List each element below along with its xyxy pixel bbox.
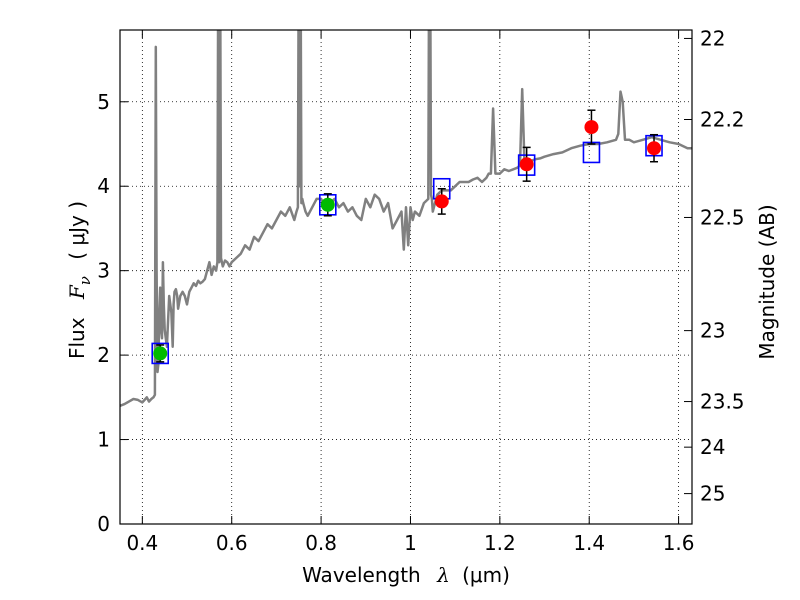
y-tick-label: 1 xyxy=(97,428,110,452)
model-band-square xyxy=(151,342,170,365)
x-tick-label: 1.2 xyxy=(484,531,516,555)
x-axis-label-text: Wavelength xyxy=(302,563,421,587)
x-axis-label: Wavelength λ (μm) xyxy=(302,563,510,587)
observed-nir-point xyxy=(647,141,662,156)
x-tick-label: 1.4 xyxy=(573,531,605,555)
y-axis-label-text: Flux xyxy=(65,317,89,359)
right-axis-label: Magnitude (AB) xyxy=(755,204,779,359)
y2-tick-label: 22.5 xyxy=(700,205,745,229)
observed-optical-point xyxy=(153,346,168,361)
y-axis-label-symbol: F xyxy=(65,284,89,300)
y2-tick-label: 24 xyxy=(700,435,725,459)
y-tick-label: 5 xyxy=(97,90,110,114)
y-axis-label-unit: ( μJy ) xyxy=(65,201,89,260)
y-axis-label: Flux Fν ( μJy ) xyxy=(65,201,95,359)
x-tick-label: 1.6 xyxy=(663,531,695,555)
observed-optical-point xyxy=(320,197,335,212)
y2-tick-label: 23 xyxy=(700,319,725,343)
axis-ticks xyxy=(120,30,692,525)
observed-nir-point xyxy=(519,157,534,172)
observed-nir-point xyxy=(584,120,599,135)
y-tick-label: 3 xyxy=(97,259,110,283)
x-axis-label-symbol: λ xyxy=(436,563,450,587)
axis-tick-labels: 0.4 0.6 0.8 1 1.2 1.4 1.60123452222.222.52323.… xyxy=(97,26,744,555)
y-tick-label: 2 xyxy=(97,343,110,367)
x-tick-label: 1 xyxy=(404,531,417,555)
y2-tick-label: 25 xyxy=(700,482,725,506)
x-axis-label-unit: (μm) xyxy=(462,563,510,587)
y-tick-label: 0 xyxy=(97,512,110,536)
y2-tick-label: 22.2 xyxy=(700,108,745,132)
plot-frame xyxy=(119,29,693,525)
y-tick-label: 4 xyxy=(97,174,110,198)
x-tick-label: 0.6 xyxy=(216,531,248,555)
x-tick-label: 0.8 xyxy=(305,531,337,555)
model-spectrum-line xyxy=(120,30,692,407)
data-markers xyxy=(151,109,663,365)
x-tick-label: 0.4 xyxy=(126,531,158,555)
y2-tick-label: 22 xyxy=(700,26,725,50)
plot-background xyxy=(120,30,692,524)
y2-tick-label: 23.5 xyxy=(700,390,745,414)
y-axis-label-subscript: ν xyxy=(76,276,94,285)
observed-nir-point xyxy=(434,194,449,209)
